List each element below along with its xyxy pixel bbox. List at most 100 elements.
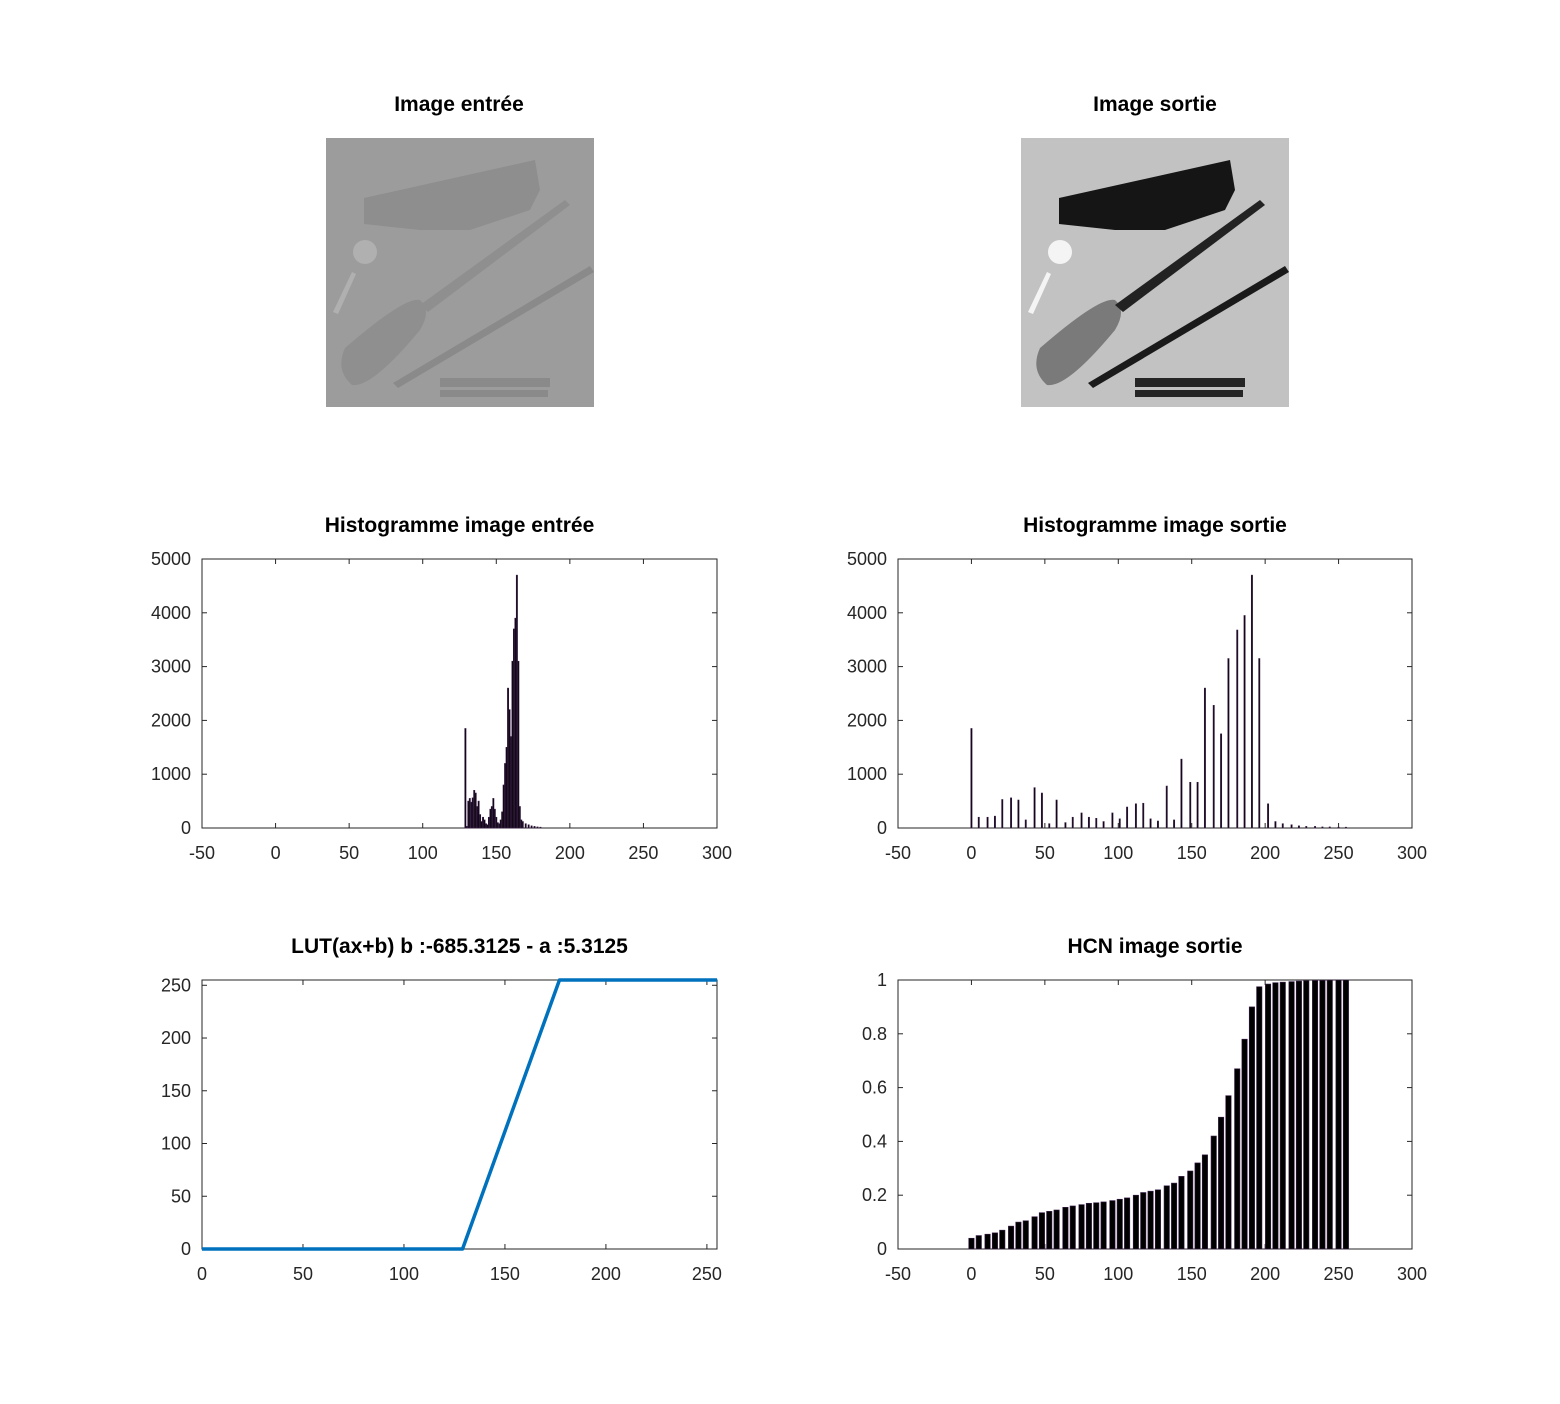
bar (993, 815, 996, 829)
bar (1078, 1204, 1085, 1250)
bar (527, 824, 530, 829)
bar (970, 728, 973, 829)
bar (511, 660, 514, 829)
y-tick-label: 4000 (151, 603, 191, 623)
bar (1038, 1212, 1045, 1250)
bar (1295, 980, 1302, 1250)
bar (1189, 781, 1192, 829)
output-image-screwdriver (1036, 200, 1265, 386)
bar (1212, 705, 1215, 829)
bar (517, 660, 520, 829)
x-tick-label: 300 (1397, 843, 1427, 863)
bar (471, 797, 474, 829)
bar (1305, 826, 1308, 829)
bar (1303, 980, 1310, 1250)
input-image-screwdriver (341, 200, 570, 386)
bar (505, 746, 508, 829)
bar (1337, 826, 1340, 829)
bar (1087, 816, 1090, 829)
x-tick-label: 200 (1250, 1264, 1280, 1284)
bar (1250, 574, 1253, 829)
y-tick-label: 0 (877, 1239, 887, 1259)
x-tick-label: 200 (591, 1264, 621, 1284)
bar (480, 821, 483, 829)
y-tick-label: 0 (181, 1239, 191, 1259)
x-tick-label: 50 (339, 843, 359, 863)
chart-hcn: HCN image sortie -50 0 50 100 150 200 250 300 0 0… (862, 935, 1427, 1284)
y-tick-label: 1000 (151, 764, 191, 784)
bar (521, 821, 524, 829)
bar (1243, 615, 1246, 829)
x-tick-label: 200 (1250, 843, 1280, 863)
bar (1210, 1135, 1217, 1250)
y-tick-label: 3000 (151, 657, 191, 677)
bar (1248, 1006, 1255, 1250)
axis-ticks: -50 0 50 100 150 200 250 3000100020003000400050… (847, 549, 1427, 863)
x-tick-label: 50 (1035, 843, 1055, 863)
bar (1154, 1189, 1161, 1250)
bar (477, 800, 480, 829)
bar (1290, 824, 1293, 829)
chart-title: Histogramme image entrée (325, 514, 595, 537)
bar (1256, 986, 1263, 1250)
output-image-title: Image sortie (1093, 93, 1217, 116)
bar (479, 814, 482, 829)
axis-ticks: 0 50 100 150 200 250 0 50 100 150 200 250 (161, 975, 722, 1284)
bar (1147, 1190, 1154, 1250)
x-tick-label: 300 (1397, 1264, 1427, 1284)
bar (1281, 823, 1284, 829)
plot-area (201, 979, 718, 1250)
chart-title: Histogramme image sortie (1023, 514, 1287, 537)
bar (520, 819, 523, 829)
bar (518, 806, 521, 829)
bar (482, 816, 484, 829)
input-image-key (333, 240, 377, 314)
bar (1048, 823, 1051, 829)
bar (504, 763, 507, 829)
x-tick-label: 50 (293, 1264, 313, 1284)
bar (1267, 803, 1270, 829)
bar (1095, 818, 1098, 829)
bar (470, 801, 473, 829)
bars (464, 574, 542, 829)
bar (1031, 1216, 1038, 1250)
x-tick-label: 100 (389, 1264, 419, 1284)
x-tick-label: 150 (481, 843, 511, 863)
y-tick-label: 4000 (847, 603, 887, 623)
bar (533, 826, 536, 829)
input-image-clip (440, 378, 550, 397)
x-tick-label: 100 (1103, 843, 1133, 863)
bar (1109, 1200, 1116, 1250)
bar (986, 816, 989, 829)
x-tick-label: 0 (966, 1264, 976, 1284)
bar (1342, 979, 1349, 1250)
x-tick-label: 250 (1324, 1264, 1354, 1284)
bar (468, 798, 471, 829)
output-image-key (1028, 240, 1072, 314)
bars (970, 574, 1347, 829)
bar (501, 811, 504, 829)
bar (1124, 1197, 1131, 1250)
y-tick-label: 0.4 (862, 1131, 887, 1151)
bar (524, 823, 527, 829)
bar (1156, 820, 1159, 829)
bar (499, 819, 502, 829)
bar (1040, 792, 1043, 829)
bar (1236, 629, 1239, 829)
bar (496, 822, 499, 829)
chart-title: HCN image sortie (1067, 935, 1242, 958)
bar (1046, 1211, 1053, 1250)
bar (510, 736, 512, 829)
y-tick-label: 3000 (847, 657, 887, 677)
bar (1069, 1205, 1076, 1250)
x-tick-label: 0 (966, 843, 976, 863)
bars (968, 979, 1349, 1250)
axis-ticks: -50 0 50 100 150 200 250 300 0 0.2 0.4 0.6 0.8 1 (862, 970, 1427, 1284)
bar (1227, 658, 1230, 829)
bar (1218, 1116, 1225, 1250)
bar (1196, 781, 1199, 829)
bar (1116, 1198, 1123, 1250)
bar (1080, 812, 1083, 829)
bar (485, 823, 487, 829)
